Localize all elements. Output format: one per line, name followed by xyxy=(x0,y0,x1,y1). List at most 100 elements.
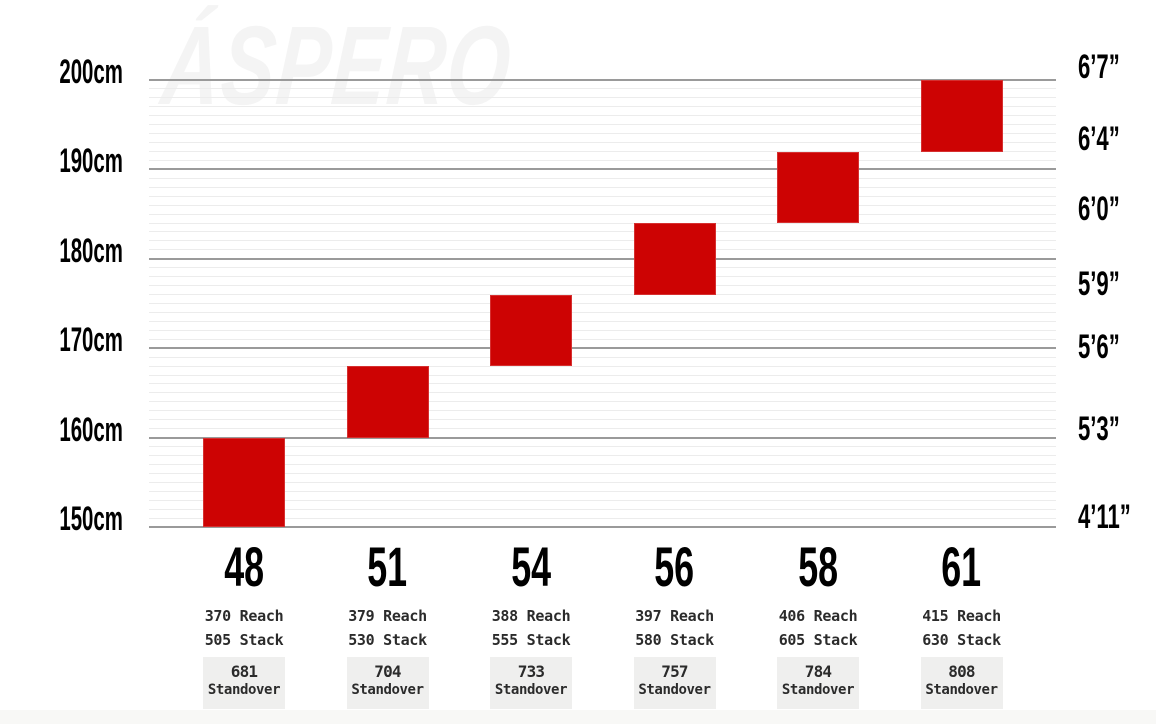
brand-watermark: ÁSPERO xyxy=(157,3,517,128)
size-label-56: 56 xyxy=(615,539,735,595)
reach-value: 379 xyxy=(348,607,375,625)
gridline-minor-175cm xyxy=(149,303,1056,304)
right-tick-5: 5’3” xyxy=(1078,412,1142,446)
standover-box: 733 Standover xyxy=(490,657,572,709)
stack-value: 580 xyxy=(635,631,662,649)
gridline-minor-171cm xyxy=(149,338,1056,340)
left-tick-label: 150cm xyxy=(59,500,123,538)
gridline-minor-198cm xyxy=(149,97,1056,99)
standover-box: 808 Standover xyxy=(920,657,1003,709)
standover-box: 704 Standover xyxy=(346,657,429,709)
left-tick-label: 170cm xyxy=(59,321,123,360)
stack-label: Stack xyxy=(383,631,427,649)
gridline-minor-199cm xyxy=(149,88,1056,90)
reach-line: 379 Reach xyxy=(328,604,448,628)
gridline-minor-182cm xyxy=(149,240,1056,242)
gridline-minor-178cm xyxy=(149,276,1056,278)
gridline-major-170cm xyxy=(149,347,1056,350)
gridline-minor-173cm xyxy=(149,320,1056,322)
right-tick-2: 6’0” xyxy=(1078,192,1142,226)
standover-value: 784 xyxy=(804,662,832,681)
reach-value: 406 xyxy=(778,607,806,625)
right-tick-0: 6’7” xyxy=(1078,50,1142,84)
gridline-minor-152cm xyxy=(149,508,1056,510)
stack-value: 505 xyxy=(204,631,232,649)
right-tick-1: 6’4” xyxy=(1078,122,1142,156)
stack-value: 630 xyxy=(922,631,949,649)
reach-label: Reach xyxy=(526,607,571,625)
gridline-minor-154cm xyxy=(149,490,1056,492)
geometry-specs: 370 Reach 505 Stack xyxy=(184,604,304,652)
size-label-61: 61 xyxy=(902,539,1022,595)
gridline-minor-174cm xyxy=(149,311,1056,313)
gridline-minor-156cm xyxy=(149,472,1056,474)
standover-label: Standover xyxy=(207,682,281,698)
left-tick-label: 160cm xyxy=(59,410,123,449)
gridline-minor-158cm xyxy=(149,454,1056,456)
size-column-51: 51 379 Reach 530 Stack 704 Standover xyxy=(328,539,448,709)
geometry-specs: 415 Reach 630 Stack xyxy=(902,604,1022,652)
stack-line: 580 Stack xyxy=(615,628,735,652)
stack-label: Stack xyxy=(526,631,571,649)
gridline-minor-183cm xyxy=(149,231,1056,233)
size-column-58: 58 406 Reach 605 Stack 784 Standover xyxy=(758,539,878,709)
left-tick-200cm: 200cm xyxy=(0,55,123,89)
standover-value: 808 xyxy=(948,662,975,681)
stack-line: 505 Stack xyxy=(184,628,304,652)
size-column-61: 61 415 Reach 630 Stack 808 Standover xyxy=(902,539,1022,709)
size-number: 58 xyxy=(798,535,838,598)
gridline-minor-188cm xyxy=(149,186,1056,188)
reach-line: 406 Reach xyxy=(758,604,878,628)
reach-label: Reach xyxy=(670,607,714,625)
right-tick-label: 5’3” xyxy=(1078,410,1120,448)
gridline-major-190cm xyxy=(149,168,1056,171)
size-number: 48 xyxy=(224,535,264,598)
left-tick-label: 180cm xyxy=(59,231,123,270)
gridline-minor-186cm xyxy=(149,204,1056,206)
reach-line: 388 Reach xyxy=(471,604,591,628)
gridline-minor-189cm xyxy=(149,177,1056,179)
left-tick-label: 200cm xyxy=(59,53,123,91)
gridline-minor-184cm xyxy=(149,222,1056,224)
size-label-48: 48 xyxy=(184,539,304,595)
reach-value: 370 xyxy=(204,607,232,625)
geometry-specs: 406 Reach 605 Stack xyxy=(758,604,878,652)
size-number: 61 xyxy=(941,535,982,598)
standover-value: 757 xyxy=(661,662,688,681)
left-tick-label: 190cm xyxy=(59,142,123,181)
stack-label: Stack xyxy=(239,631,284,649)
left-tick-170cm: 170cm xyxy=(0,323,123,357)
gridline-major-150cm xyxy=(149,526,1056,528)
standover-label: Standover xyxy=(925,682,998,698)
standover-box: 681 Standover xyxy=(203,657,285,709)
gridline-minor-151cm xyxy=(149,517,1056,519)
reach-label: Reach xyxy=(813,607,858,625)
reach-line: 397 Reach xyxy=(615,604,735,628)
gridline-minor-197cm xyxy=(149,106,1056,108)
gridline-minor-191cm xyxy=(149,159,1056,161)
reach-value: 415 xyxy=(922,607,949,625)
standover-box: 784 Standover xyxy=(777,657,859,709)
size-column-54: 54 388 Reach 555 Stack 733 Standover xyxy=(471,539,591,709)
gridline-minor-192cm xyxy=(149,151,1056,153)
standover-value: 733 xyxy=(517,662,545,681)
size-label-54: 54 xyxy=(471,539,591,595)
right-tick-label: 6’7” xyxy=(1078,48,1120,86)
right-tick-label: 4’11” xyxy=(1078,498,1131,536)
gridline-minor-159cm xyxy=(149,446,1056,448)
gridline-minor-163cm xyxy=(149,410,1056,412)
standover-label: Standover xyxy=(494,682,568,698)
stack-value: 605 xyxy=(778,631,806,649)
gridline-major-180cm xyxy=(149,257,1056,260)
right-tick-label: 5’6” xyxy=(1078,328,1120,366)
left-tick-160cm: 160cm xyxy=(0,413,123,447)
geometry-specs: 388 Reach 555 Stack xyxy=(471,604,591,652)
right-tick-6: 4’11” xyxy=(1078,500,1156,534)
gridline-minor-172cm xyxy=(149,329,1056,331)
bar-size-58 xyxy=(777,151,859,224)
left-tick-180cm: 180cm xyxy=(0,234,123,268)
geometry-specs: 379 Reach 530 Stack xyxy=(328,604,448,652)
gridline-minor-195cm xyxy=(149,124,1056,126)
size-number: 51 xyxy=(367,535,408,598)
size-number: 54 xyxy=(511,535,551,598)
